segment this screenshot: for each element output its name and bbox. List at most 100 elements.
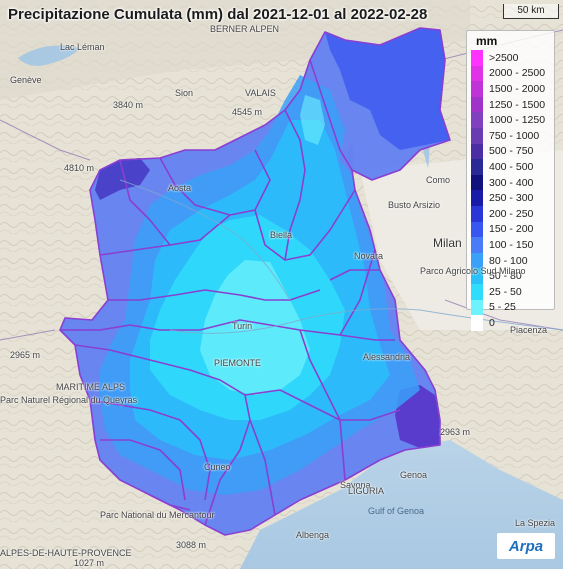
legend-label: 0 bbox=[489, 316, 495, 329]
swiss-plateau bbox=[0, 0, 470, 100]
place-albenga: Albenga bbox=[296, 530, 330, 540]
place-queyras: Parc Naturel Régional du Queyras bbox=[0, 395, 138, 405]
legend-swatch bbox=[471, 221, 483, 238]
rivers bbox=[119, 179, 563, 334]
legend-item: 0 bbox=[471, 315, 550, 331]
legend-label: 1000 - 1250 bbox=[489, 114, 546, 127]
legend-item: 750 - 1000 bbox=[471, 127, 550, 144]
legend-item: >2500 bbox=[471, 50, 550, 66]
legend-swatch bbox=[471, 127, 483, 144]
legend-label: 25 - 50 bbox=[489, 285, 522, 298]
legend-label: 2000 - 2500 bbox=[489, 67, 546, 80]
zone-150-200-north bbox=[325, 28, 450, 150]
place-aosta: Aosta bbox=[168, 183, 192, 193]
precipitation-layer bbox=[60, 28, 450, 535]
place-piemonte: PIEMONTE bbox=[214, 358, 262, 368]
place-peak4545: 4545 m bbox=[232, 107, 263, 117]
legend-item: 5 - 25 bbox=[471, 299, 550, 316]
legend-item: 50 - 80 bbox=[471, 268, 550, 284]
place-piacenza: Piacenza bbox=[510, 325, 548, 335]
legend-item: 2000 - 2500 bbox=[471, 65, 550, 82]
legend-swatch bbox=[471, 268, 483, 284]
zone-5-25-north bbox=[300, 95, 325, 145]
legend-item: 400 - 500 bbox=[471, 159, 550, 175]
legend-swatch bbox=[471, 65, 483, 82]
legend-label: 400 - 500 bbox=[489, 160, 534, 173]
place-parco: Parco Agricolo Sud Milano bbox=[420, 266, 526, 276]
place-laspezia: La Spezia bbox=[515, 518, 556, 528]
legend-swatch bbox=[471, 237, 483, 253]
legend-swatch bbox=[471, 112, 483, 128]
place-maritime: MARITIME ALPS bbox=[56, 382, 126, 392]
legend-label: 5 - 25 bbox=[489, 301, 516, 314]
legend-item: 150 - 200 bbox=[471, 221, 550, 238]
scale-bar: 50 km bbox=[503, 4, 559, 19]
place-alpes: ALPES-DE-HAUTE-PROVENCE bbox=[0, 548, 132, 558]
legend-label: 100 - 150 bbox=[489, 238, 534, 251]
legend-label: 1500 - 2000 bbox=[489, 82, 546, 95]
legend-swatch bbox=[471, 174, 483, 191]
legend-label: 50 - 80 bbox=[489, 270, 522, 283]
legend-label: >2500 bbox=[489, 51, 519, 64]
place-sion: Sion bbox=[175, 88, 194, 98]
lake-leman bbox=[18, 45, 80, 66]
legend: mm >2500 2000 - 2500 1500 - 2000 1250 - 150… bbox=[466, 30, 555, 331]
place-geneve: Genève bbox=[10, 75, 42, 85]
place-berner: BERNER ALPEN bbox=[210, 24, 280, 34]
legend-label: 300 - 400 bbox=[489, 176, 534, 189]
place-valais: VALAIS bbox=[245, 88, 276, 98]
place-peak3088: 3088 m bbox=[176, 540, 207, 550]
place-biella: Biella bbox=[270, 230, 293, 240]
legend-swatch bbox=[471, 190, 483, 206]
place-novara: Novara bbox=[354, 251, 384, 261]
legend-swatch bbox=[471, 315, 483, 331]
legend-item: 100 - 150 bbox=[471, 237, 550, 253]
legend-item: 250 - 300 bbox=[471, 190, 550, 206]
legend-label: 500 - 750 bbox=[489, 145, 534, 158]
map-title: Precipitazione Cumulata (mm) dal 2021-12… bbox=[8, 6, 428, 23]
place-milano: Milan bbox=[433, 236, 462, 250]
place-liguria: LIGURIA bbox=[348, 486, 385, 496]
place-cuneo: Cuneo bbox=[204, 462, 231, 472]
scale-label: 50 km bbox=[517, 5, 545, 16]
place-mercantour: Parc National du Mercantour bbox=[100, 510, 215, 520]
legend-label: 250 - 300 bbox=[489, 192, 534, 205]
legend-swatch bbox=[471, 96, 483, 113]
legend-items: >2500 2000 - 2500 1500 - 2000 1250 - 1500 10… bbox=[471, 50, 550, 331]
district-boundaries bbox=[59, 27, 451, 536]
place-savona: Savona bbox=[340, 480, 371, 490]
legend-swatch bbox=[471, 299, 483, 316]
legend-title: mm bbox=[476, 34, 498, 48]
legend-label: 80 - 100 bbox=[489, 254, 528, 267]
place-torino: Turin bbox=[232, 321, 253, 331]
legend-swatch bbox=[471, 81, 483, 97]
legend-item: 1000 - 1250 bbox=[471, 112, 550, 128]
place-peak3840: 3840 m bbox=[113, 100, 144, 110]
legend-swatch bbox=[471, 143, 483, 160]
legend-swatch bbox=[471, 50, 483, 66]
legend-label: 750 - 1000 bbox=[489, 129, 540, 142]
place-genova: Genoa bbox=[400, 470, 428, 480]
arpa-logo: Arpa bbox=[497, 533, 555, 559]
place-alessandria: Alessandria bbox=[363, 352, 411, 362]
legend-item: 500 - 750 bbox=[471, 143, 550, 160]
legend-label: 200 - 250 bbox=[489, 207, 534, 220]
legend-swatch bbox=[471, 283, 483, 300]
place-mountblanc: 4810 m bbox=[64, 163, 95, 173]
legend-item: 300 - 400 bbox=[471, 174, 550, 191]
legend-swatch bbox=[471, 252, 483, 269]
legend-swatch bbox=[471, 159, 483, 175]
place-peak1027: 1027 m bbox=[74, 558, 105, 568]
legend-swatch bbox=[471, 205, 483, 222]
legend-item: 1250 - 1500 bbox=[471, 96, 550, 113]
zone-high-valle bbox=[95, 158, 150, 200]
legend-label: 1250 - 1500 bbox=[489, 98, 546, 111]
legend-item: 200 - 250 bbox=[471, 205, 550, 222]
legend-label: 150 - 200 bbox=[489, 223, 534, 236]
place-lacleman: Lac Léman bbox=[60, 42, 105, 52]
legend-item: 25 - 50 bbox=[471, 283, 550, 300]
place-busto: Busto Arsizio bbox=[388, 200, 441, 210]
place-golfo: Gulf of Genoa bbox=[368, 506, 425, 516]
place-peak2963: 2963 m bbox=[440, 427, 471, 437]
